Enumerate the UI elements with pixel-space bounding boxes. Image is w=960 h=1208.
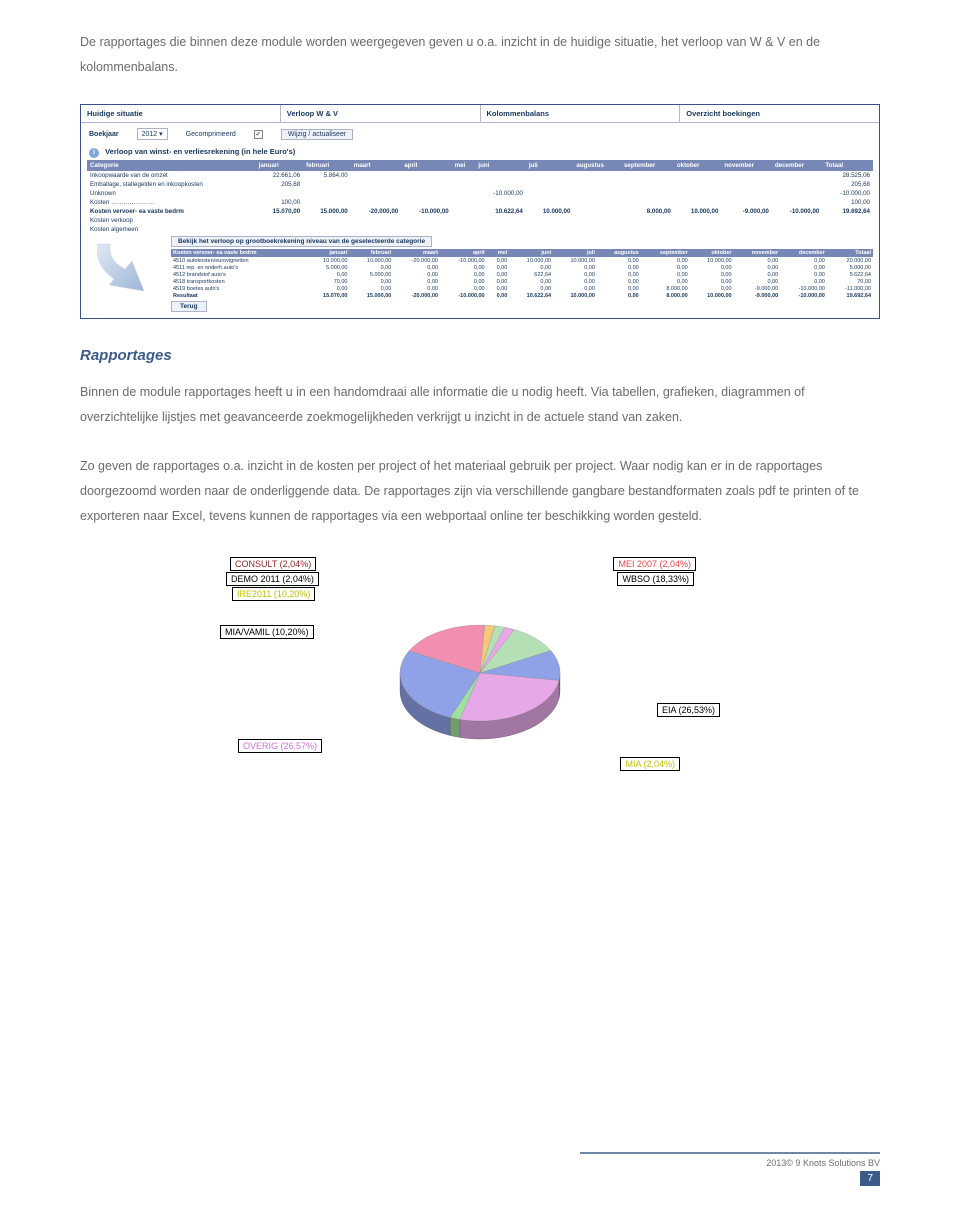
tab-kolommen[interactable]: Kolommenbalans bbox=[481, 105, 681, 122]
main-grid: Categoriejanuarifebruarimaartaprilmeijun… bbox=[87, 160, 873, 234]
pie-label: MEI 2007 (2,04%) bbox=[613, 557, 696, 571]
detail-title-button[interactable]: Bekijk het verloop op grootboekrekening … bbox=[171, 236, 432, 247]
pie-chart: CONSULT (2,04%)DEMO 2011 (2,04%)IRE2011 … bbox=[220, 557, 740, 789]
copyright: 2013© 9 Knots Solutions BV bbox=[580, 1158, 880, 1168]
section-heading: Rapportages bbox=[80, 347, 880, 364]
pie-label: MIA (2,04%) bbox=[620, 757, 680, 771]
pie-label: CONSULT (2,04%) bbox=[230, 557, 316, 571]
boekjaar-label: Boekjaar bbox=[89, 131, 119, 138]
intro-paragraph: De rapportages die binnen deze module wo… bbox=[80, 30, 880, 80]
compressed-label: Gecomprimeerd bbox=[186, 131, 236, 138]
report-screenshot: Huidige situatie Verloop W & V Kolommenb… bbox=[80, 104, 880, 319]
filter-bar: Boekjaar 2012 ▾ Gecomprimeerd ✓ Wijzig /… bbox=[81, 123, 879, 145]
pie-label: MIA/VAMIL (10,20%) bbox=[220, 625, 314, 639]
section-p2: Zo geven de rapportages o.a. inzicht in … bbox=[80, 454, 880, 529]
pie-label: DEMO 2011 (2,04%) bbox=[226, 572, 319, 586]
year-select[interactable]: 2012 ▾ bbox=[137, 128, 168, 140]
report-subtitle: i Verloop van winst- en verliesrekening … bbox=[81, 145, 879, 160]
info-icon: i bbox=[89, 148, 99, 158]
tab-overzicht[interactable]: Overzicht boekingen bbox=[680, 105, 879, 122]
pie-label: OVERIG (26,57%) bbox=[238, 739, 322, 753]
pie-label: EIA (26,53%) bbox=[657, 703, 720, 717]
detail-grid: Kosten vervoer- ea vaste bedrmjanuarifeb… bbox=[171, 249, 873, 299]
section-p1: Binnen de module rapportages heeft u in … bbox=[80, 380, 880, 430]
page-number: 7 bbox=[860, 1171, 880, 1186]
page-footer: 2013© 9 Knots Solutions BV 7 bbox=[580, 1152, 880, 1186]
pie-label: WBSO (18,33%) bbox=[617, 572, 694, 586]
report-tabs: Huidige situatie Verloop W & V Kolommenb… bbox=[81, 105, 879, 123]
drill-arrow-icon bbox=[87, 236, 167, 299]
back-button[interactable]: Terug bbox=[171, 301, 207, 312]
tab-huidige[interactable]: Huidige situatie bbox=[81, 105, 281, 122]
compressed-checkbox[interactable]: ✓ bbox=[254, 130, 263, 139]
pie-label: IRE2011 (10,20%) bbox=[232, 587, 315, 601]
refresh-button[interactable]: Wijzig / actualiseer bbox=[281, 129, 353, 140]
tab-verloop[interactable]: Verloop W & V bbox=[281, 105, 481, 122]
